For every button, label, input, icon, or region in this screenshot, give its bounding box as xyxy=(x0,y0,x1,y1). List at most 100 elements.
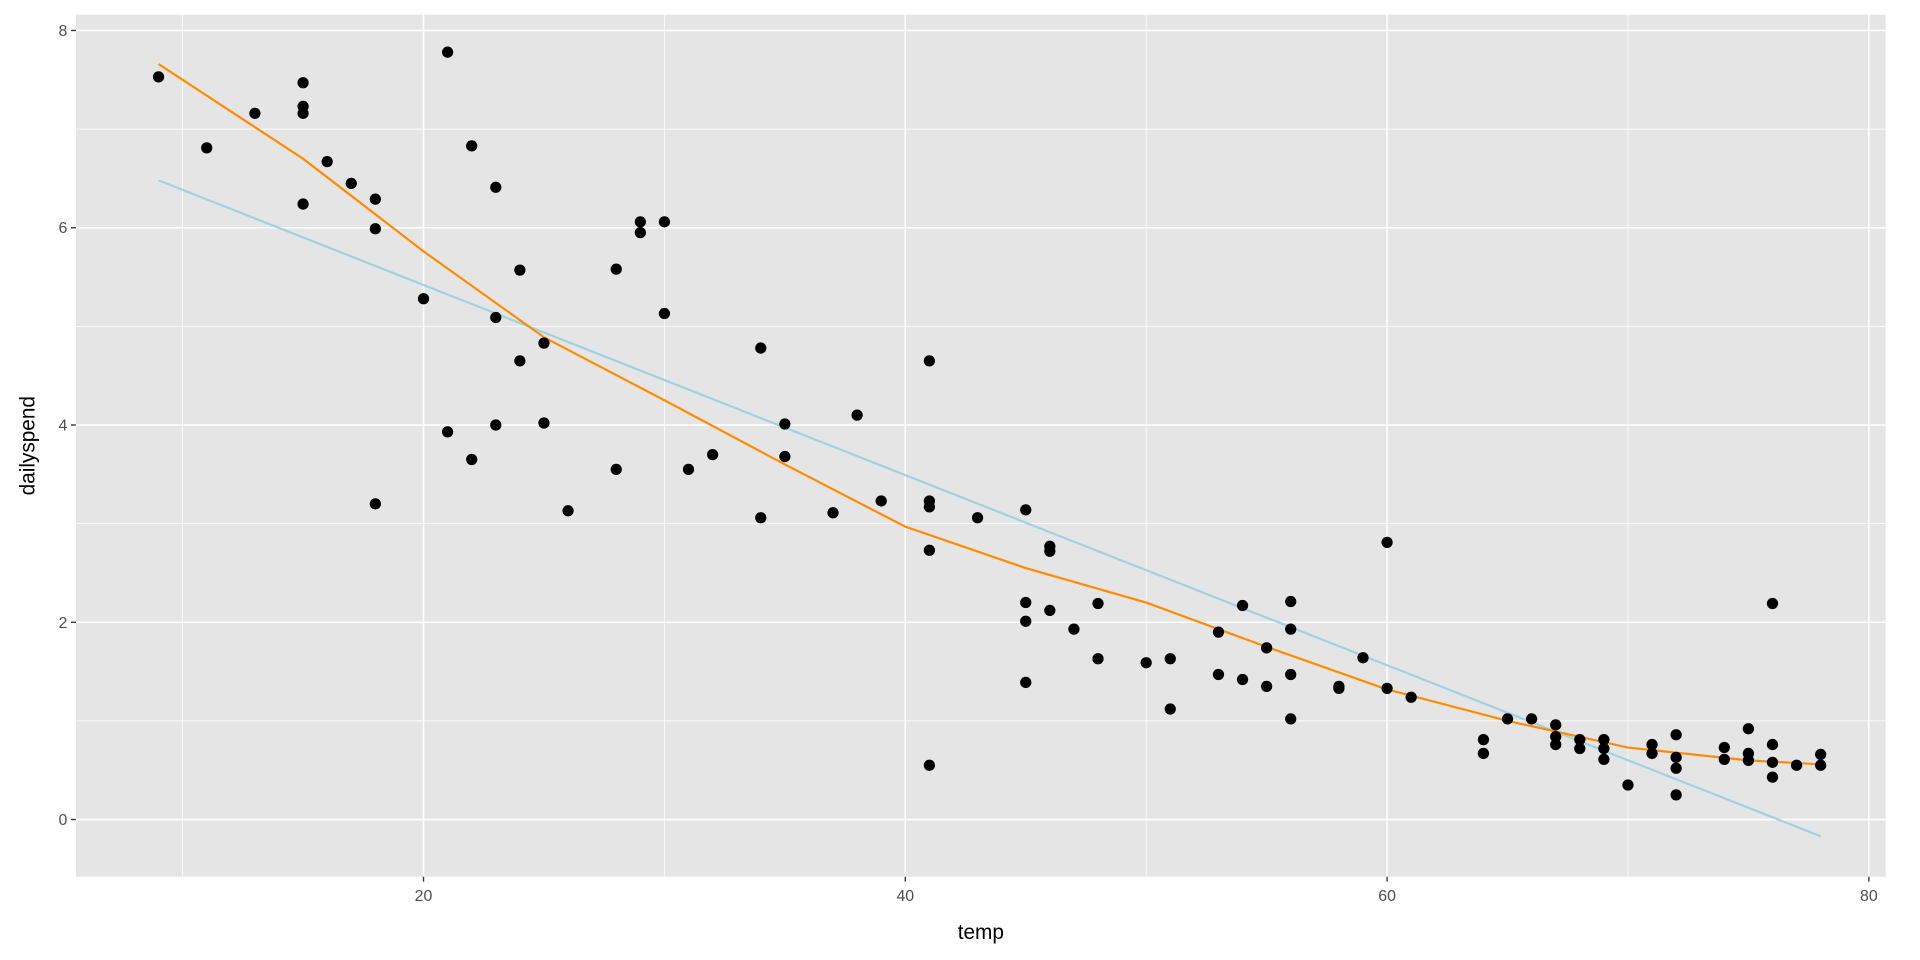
data-point xyxy=(1550,738,1562,751)
data-point xyxy=(1020,504,1032,516)
data-point xyxy=(923,544,936,556)
data-point xyxy=(1333,682,1345,694)
data-point xyxy=(851,409,863,421)
x-axis-title: temp xyxy=(958,921,1004,944)
data-point xyxy=(1405,691,1417,703)
data-point xyxy=(1670,751,1682,764)
data-point xyxy=(610,263,622,275)
data-point xyxy=(779,450,791,463)
data-point xyxy=(1260,642,1273,654)
data-point xyxy=(345,177,357,189)
data-point xyxy=(297,107,309,119)
data-point xyxy=(514,355,526,367)
data-point xyxy=(634,216,646,228)
data-point xyxy=(441,426,454,438)
data-point xyxy=(1381,536,1393,549)
data-point xyxy=(658,307,671,320)
data-point xyxy=(634,227,646,239)
data-point xyxy=(1574,742,1586,755)
data-point xyxy=(1020,676,1032,689)
data-point xyxy=(1212,626,1225,638)
fit-lines xyxy=(157,63,1822,838)
data-point xyxy=(755,342,767,354)
data-point xyxy=(1766,771,1779,783)
data-point xyxy=(441,46,454,58)
data-point xyxy=(1598,742,1610,755)
data-point xyxy=(1381,682,1393,694)
data-point xyxy=(923,501,936,513)
data-point xyxy=(971,512,984,524)
data-point xyxy=(1164,653,1176,665)
data-point xyxy=(1598,753,1610,765)
data-point xyxy=(1477,734,1490,746)
y-tick-label: 8 xyxy=(58,23,67,40)
data-point xyxy=(827,507,839,519)
x-tick-label: 20 xyxy=(415,888,433,905)
data-point xyxy=(875,495,887,507)
data-point xyxy=(706,448,719,461)
data-point xyxy=(1670,762,1682,774)
data-point xyxy=(538,337,550,349)
data-point xyxy=(1092,653,1104,665)
data-point xyxy=(1766,738,1779,751)
x-tick-label: 40 xyxy=(896,888,914,905)
data-point xyxy=(923,355,936,367)
data-point xyxy=(1718,753,1730,765)
data-point xyxy=(1574,734,1586,746)
data-point xyxy=(1550,731,1562,743)
data-point xyxy=(297,198,309,210)
data-point xyxy=(1598,734,1610,746)
data-point xyxy=(923,759,936,771)
data-point xyxy=(1236,599,1249,612)
data-point xyxy=(1285,623,1297,635)
data-point xyxy=(1020,596,1032,609)
data-point xyxy=(369,193,381,205)
y-tick-label: 0 xyxy=(58,812,67,829)
axis-ticks: 20 40 60 80 0 2 4 6 8 xyxy=(58,23,1877,905)
data-point xyxy=(1140,657,1152,669)
data-point xyxy=(417,293,430,305)
loess-fit-line xyxy=(157,63,1821,766)
data-point xyxy=(1501,713,1514,725)
data-point xyxy=(1020,615,1032,627)
data-point xyxy=(1260,680,1273,693)
data-point xyxy=(1212,668,1225,681)
data-point xyxy=(1236,673,1249,686)
data-point xyxy=(1670,789,1682,801)
data-point xyxy=(1068,623,1080,635)
y-tick-label: 6 xyxy=(58,220,67,237)
data-point xyxy=(1285,595,1297,608)
data-point xyxy=(1815,748,1827,761)
data-point xyxy=(201,142,213,154)
data-point xyxy=(1285,713,1297,725)
data-point xyxy=(1646,738,1658,751)
data-point xyxy=(490,419,502,431)
data-point xyxy=(1646,747,1658,760)
data-point xyxy=(1550,719,1562,731)
data-point xyxy=(682,463,695,476)
data-point xyxy=(297,77,309,89)
data-point xyxy=(1525,713,1538,725)
plot-panel xyxy=(75,14,1886,877)
data-point xyxy=(1285,668,1297,681)
y-axis-title: dailyspend xyxy=(16,396,39,495)
data-point xyxy=(610,463,622,476)
data-point xyxy=(1044,604,1056,617)
data-point xyxy=(369,498,381,510)
data-point xyxy=(1718,741,1730,754)
data-point xyxy=(369,223,381,235)
data-point xyxy=(514,264,526,276)
data-point xyxy=(1670,729,1682,741)
data-point xyxy=(1044,545,1056,557)
data-point xyxy=(490,181,502,193)
data-point xyxy=(466,453,478,466)
data-points xyxy=(152,46,1827,801)
data-point xyxy=(1742,754,1755,766)
data-point xyxy=(490,311,502,324)
data-point xyxy=(152,71,165,83)
gridlines xyxy=(75,14,1886,877)
data-point xyxy=(1742,723,1755,735)
data-point xyxy=(1164,703,1176,715)
data-point xyxy=(779,418,791,430)
